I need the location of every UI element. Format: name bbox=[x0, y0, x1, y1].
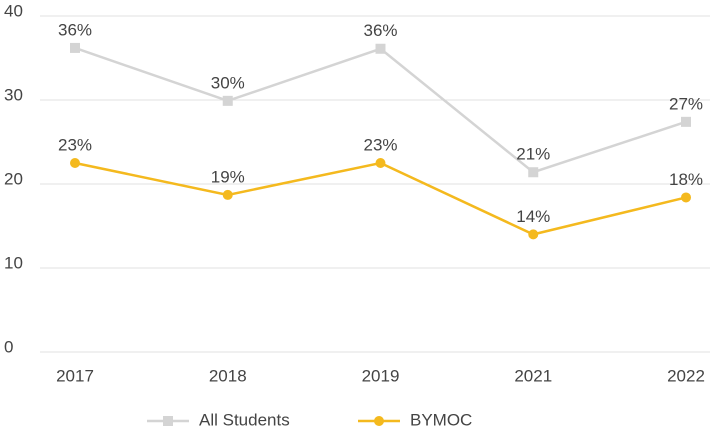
x-tick-label: 2018 bbox=[209, 366, 247, 385]
y-tick-label: 40 bbox=[4, 1, 23, 20]
marker bbox=[375, 43, 386, 54]
y-tick-label: 0 bbox=[4, 337, 13, 356]
legend-label: All Students bbox=[199, 410, 290, 429]
marker bbox=[528, 167, 539, 178]
data-label: 23% bbox=[363, 135, 397, 154]
marker bbox=[375, 158, 386, 168]
data-label: 19% bbox=[211, 167, 245, 186]
x-tick-label: 2017 bbox=[56, 366, 94, 385]
x-tick-label: 2019 bbox=[362, 366, 400, 385]
marker bbox=[374, 416, 384, 426]
marker bbox=[70, 158, 80, 168]
data-label: 21% bbox=[516, 145, 550, 164]
data-label: 36% bbox=[58, 20, 92, 39]
x-tick-label: 2021 bbox=[514, 366, 552, 385]
marker bbox=[222, 189, 233, 200]
data-label: 36% bbox=[363, 21, 397, 40]
series-line bbox=[74, 161, 687, 236]
data-label: 18% bbox=[669, 170, 703, 189]
marker bbox=[163, 416, 173, 426]
marker bbox=[681, 116, 691, 127]
y-tick-label: 10 bbox=[4, 253, 23, 272]
legend-label: BYMOC bbox=[410, 410, 472, 429]
y-tick-label: 20 bbox=[4, 169, 23, 188]
data-label: 27% bbox=[669, 94, 703, 113]
marker bbox=[681, 192, 691, 203]
y-tick-label: 30 bbox=[4, 85, 23, 104]
data-label: 23% bbox=[58, 135, 92, 154]
x-tick-label: 2022 bbox=[667, 366, 705, 385]
data-label: 30% bbox=[211, 73, 245, 92]
marker bbox=[70, 42, 80, 53]
data-label: 14% bbox=[516, 207, 550, 226]
marker bbox=[528, 229, 539, 240]
marker bbox=[222, 95, 233, 106]
